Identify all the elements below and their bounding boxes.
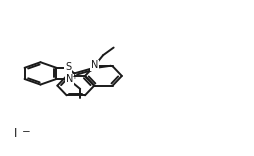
Text: S: S	[65, 62, 71, 72]
Text: −: −	[22, 127, 30, 137]
Text: N: N	[66, 74, 73, 84]
Text: +: +	[71, 74, 77, 80]
Text: N: N	[90, 60, 98, 70]
Text: I: I	[13, 127, 17, 140]
